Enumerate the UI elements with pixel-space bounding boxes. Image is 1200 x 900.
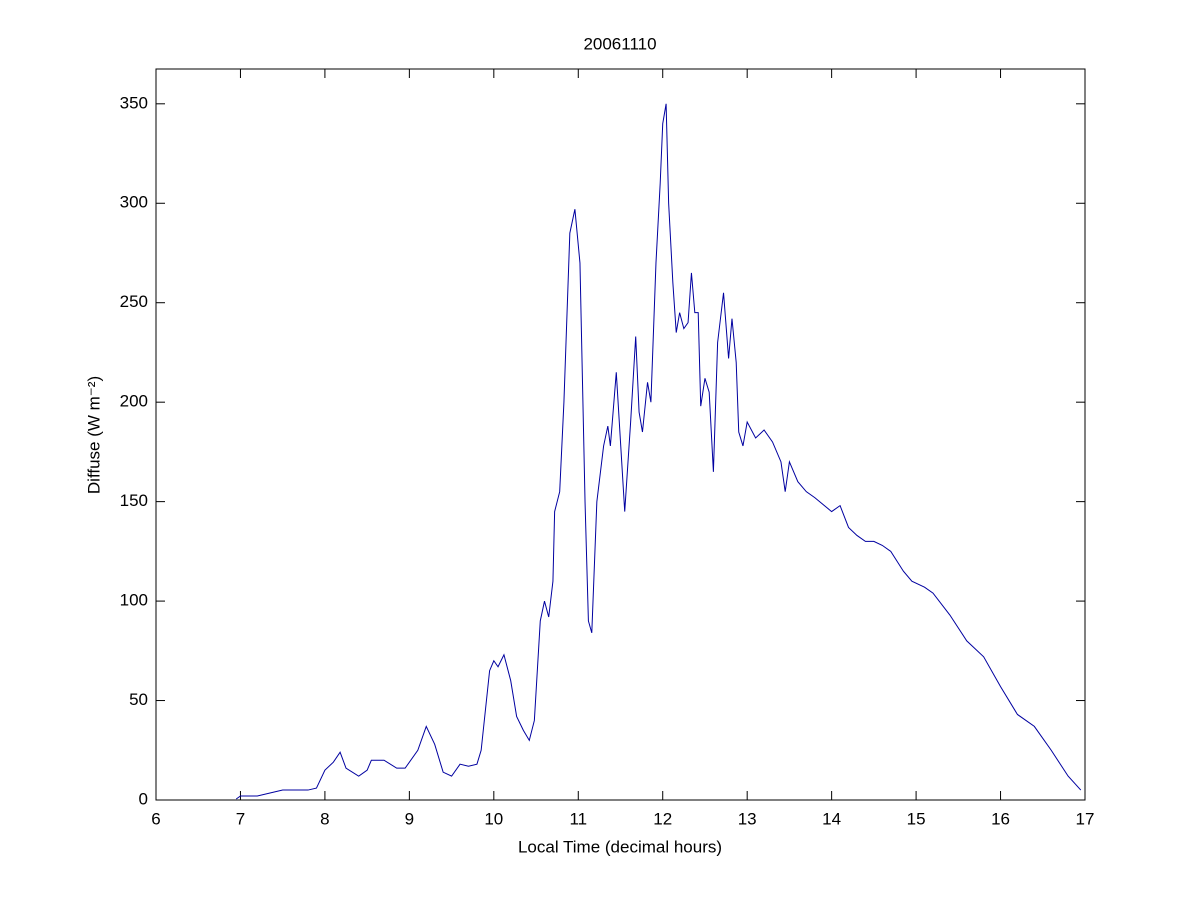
chart-title: 20061110 [583, 34, 656, 53]
x-tick-label: 13 [738, 809, 757, 828]
x-tick-label: 17 [1076, 809, 1095, 828]
y-tick-label: 0 [139, 789, 148, 808]
x-tick-label: 16 [991, 809, 1010, 828]
y-tick-label: 350 [120, 93, 148, 112]
y-tick-label: 50 [129, 690, 148, 709]
x-tick-label: 12 [653, 809, 672, 828]
x-tick-label: 14 [822, 809, 841, 828]
x-tick-label: 9 [405, 809, 414, 828]
y-tick-label: 300 [120, 193, 148, 212]
x-tick-label: 6 [151, 809, 160, 828]
y-tick-label: 100 [120, 591, 148, 610]
x-axis-label: Local Time (decimal hours) [518, 837, 722, 856]
data-line [235, 103, 1082, 800]
x-tick-label: 10 [484, 809, 503, 828]
y-tick-label: 150 [120, 491, 148, 510]
x-tick-label: 11 [569, 809, 587, 828]
x-tick-label: 15 [907, 809, 926, 828]
y-tick-label: 250 [120, 292, 148, 311]
x-tick-label: 7 [236, 809, 245, 828]
x-tick-label: 8 [320, 809, 329, 828]
y-tick-label: 200 [120, 392, 148, 411]
y-axis-label: Diffuse (W m⁻²) [84, 376, 103, 494]
